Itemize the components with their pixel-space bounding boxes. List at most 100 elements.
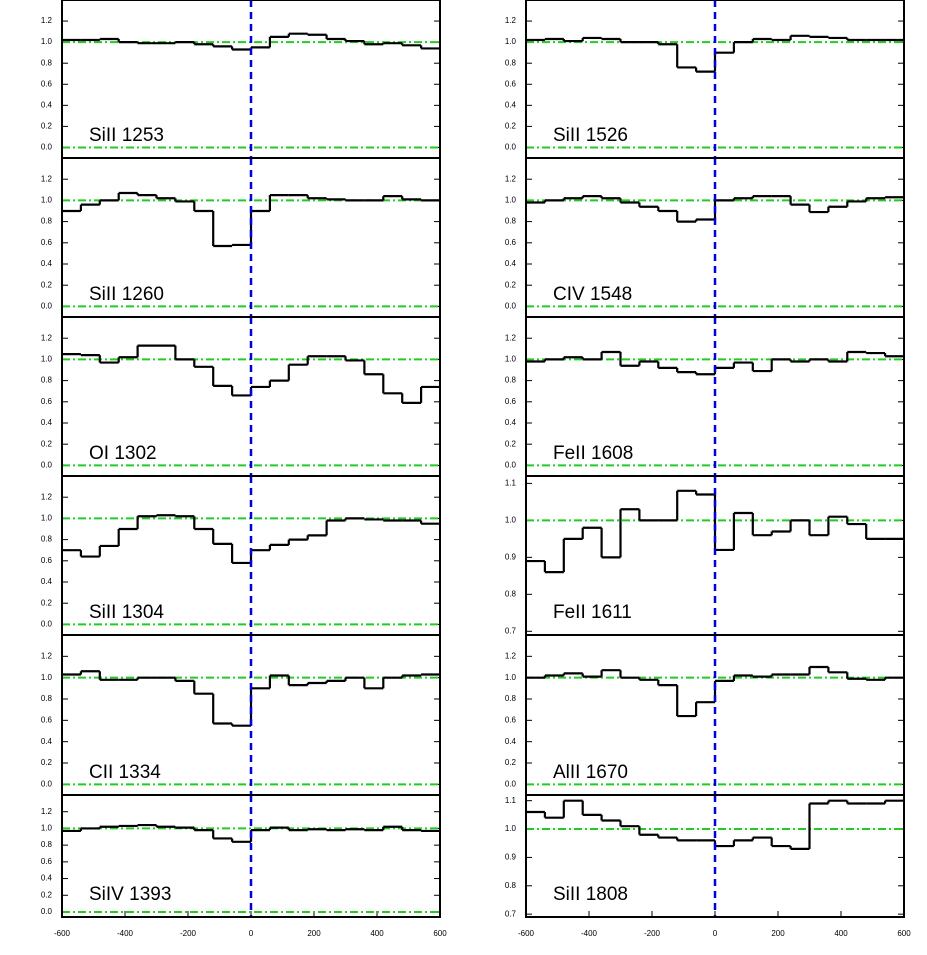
- y-tick-label: 0.2: [41, 890, 53, 899]
- y-tick-label: 1.0: [505, 196, 517, 205]
- x-tick-label: 600: [433, 929, 447, 938]
- y-tick-label: 0.7: [505, 626, 517, 635]
- y-tick-label: 1.2: [505, 174, 517, 183]
- y-tick-label: 0.8: [41, 217, 53, 226]
- line-label: SiII 1808: [553, 884, 628, 905]
- y-tick-label: 0.7: [505, 909, 517, 918]
- y-tick-label: 0.2: [505, 280, 517, 289]
- x-tick-label: -600: [518, 929, 535, 938]
- y-tick-label: 0.4: [41, 874, 53, 883]
- panel-frame: [61, 794, 441, 918]
- line-label: AlII 1670: [553, 762, 628, 783]
- y-tick-label: 0.9: [505, 853, 517, 862]
- y-tick-label: 1.0: [505, 824, 517, 833]
- y-tick-label: 0.8: [41, 535, 53, 544]
- y-tick-label: 0.8: [505, 589, 517, 598]
- y-tick-label: 0.0: [505, 461, 517, 470]
- y-tick-label: 0.8: [505, 376, 517, 385]
- y-tick-label: 0.6: [41, 715, 53, 724]
- y-tick-label: 0.9: [505, 552, 517, 561]
- x-tick-label: 200: [307, 929, 321, 938]
- y-tick-label: 0.8: [41, 376, 53, 385]
- y-tick-label: 0.8: [505, 881, 517, 890]
- y-tick-label: 1.1: [505, 479, 517, 488]
- y-tick-label: 0.2: [41, 598, 53, 607]
- y-tick-label: 0.0: [505, 302, 517, 311]
- y-tick-label: 1.2: [41, 16, 53, 25]
- y-tick-label: 0.2: [41, 439, 53, 448]
- line-label: SiII 1260: [89, 284, 164, 305]
- y-tick-label: 0.4: [505, 100, 517, 109]
- x-tick-label: 0: [249, 929, 254, 938]
- x-tick-label: 0: [713, 929, 718, 938]
- panel-frame: [525, 794, 905, 918]
- y-tick-label: 0.0: [505, 779, 517, 788]
- x-tick-label: 400: [834, 929, 848, 938]
- y-tick-label: 1.2: [41, 651, 53, 660]
- y-tick-label: 1.0: [41, 673, 53, 682]
- y-tick-label: 0.6: [41, 857, 53, 866]
- x-tick-label: 400: [370, 929, 384, 938]
- line-label: OI 1302: [89, 443, 157, 464]
- y-tick-label: 0.6: [41, 397, 53, 406]
- y-tick-label: 0.2: [41, 122, 53, 131]
- y-tick-label: 0.6: [505, 79, 517, 88]
- y-tick-label: 1.0: [505, 515, 517, 524]
- y-tick-label: 0.0: [41, 907, 53, 916]
- y-tick-label: 1.0: [41, 824, 53, 833]
- y-tick-label: 1.2: [41, 492, 53, 501]
- y-tick-label: 0.2: [41, 758, 53, 767]
- y-tick-label: 0.2: [505, 439, 517, 448]
- y-tick-label: 1.0: [505, 37, 517, 46]
- y-tick-label: 0.8: [505, 58, 517, 67]
- y-tick-label: 1.0: [505, 673, 517, 682]
- y-tick-label: 0.0: [41, 461, 53, 470]
- x-tick-label: -400: [117, 929, 134, 938]
- x-tick-label: -400: [581, 929, 598, 938]
- y-tick-label: 1.0: [41, 355, 53, 364]
- y-tick-label: 1.2: [41, 174, 53, 183]
- y-tick-label: 0.8: [41, 694, 53, 703]
- y-tick-label: 0.0: [41, 779, 53, 788]
- x-tick-label: -200: [180, 929, 197, 938]
- x-tick-label: -600: [54, 929, 71, 938]
- line-label: SiII 1304: [89, 602, 164, 623]
- y-tick-label: 0.6: [505, 238, 517, 247]
- y-tick-label: 0.0: [41, 620, 53, 629]
- x-tick-label: 600: [897, 929, 911, 938]
- x-tick-label: 200: [771, 929, 785, 938]
- y-tick-label: 0.4: [505, 418, 517, 427]
- y-tick-label: 0.8: [505, 694, 517, 703]
- y-tick-label: 0.8: [41, 840, 53, 849]
- line-label: FeII 1611: [553, 602, 632, 623]
- y-tick-label: 0.6: [505, 397, 517, 406]
- y-tick-label: 1.0: [41, 514, 53, 523]
- y-tick-label: 0.6: [41, 79, 53, 88]
- line-label: SiIV 1393: [89, 884, 171, 905]
- x-tick-label: -200: [644, 929, 661, 938]
- y-tick-label: 0.6: [41, 556, 53, 565]
- y-tick-label: 0.8: [505, 217, 517, 226]
- y-tick-label: 0.4: [41, 418, 53, 427]
- y-tick-label: 1.2: [505, 333, 517, 342]
- line-label: SiII 1253: [89, 125, 164, 146]
- y-tick-label: 0.6: [41, 238, 53, 247]
- y-tick-label: 0.4: [41, 577, 53, 586]
- y-tick-label: 0.6: [505, 715, 517, 724]
- y-tick-label: 0.8: [41, 58, 53, 67]
- y-tick-label: 1.1: [505, 796, 517, 805]
- y-tick-label: 0.2: [505, 122, 517, 131]
- y-tick-label: 0.4: [41, 100, 53, 109]
- y-tick-label: 1.2: [505, 651, 517, 660]
- y-tick-label: 1.2: [41, 807, 53, 816]
- y-tick-label: 1.0: [505, 355, 517, 364]
- y-tick-label: 1.0: [41, 37, 53, 46]
- y-tick-label: 0.4: [505, 737, 517, 746]
- line-label: SiII 1526: [553, 125, 628, 146]
- line-label: CII 1334: [89, 762, 161, 783]
- y-tick-label: 0.2: [41, 280, 53, 289]
- y-tick-label: 0.4: [41, 737, 53, 746]
- y-tick-label: 1.2: [41, 333, 53, 342]
- y-tick-label: 0.4: [505, 259, 517, 268]
